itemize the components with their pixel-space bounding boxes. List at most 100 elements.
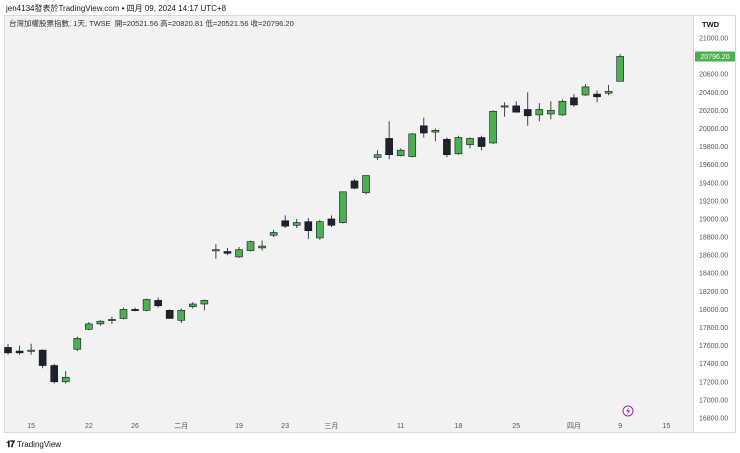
last-price-badge: [695, 51, 735, 62]
candle-up: [73, 338, 82, 350]
x-tick-label: 18: [455, 423, 463, 430]
candle-down: [38, 349, 47, 366]
candle-down: [512, 105, 521, 113]
currency-label[interactable]: TWD: [702, 20, 720, 29]
symbol-legend: 台灣加權股票指數, 1天, TWSE 開=20521.56 高=20820.81…: [9, 18, 294, 29]
x-tick-label: 22: [85, 423, 93, 430]
y-tick-label: 19000.00: [699, 216, 728, 223]
x-tick-label: 26: [131, 423, 139, 430]
y-tick-label: 21000.00: [699, 36, 728, 43]
candle-up: [61, 376, 70, 383]
price-axis[interactable]: [694, 15, 736, 433]
candle-up: [96, 320, 105, 325]
candle-up: [489, 110, 497, 144]
y-tick-label: 17600.00: [699, 343, 728, 350]
candle-up: [269, 232, 278, 236]
candle-up: [246, 241, 255, 251]
y-tick-label: 17200.00: [699, 379, 728, 386]
candle-up: [547, 110, 555, 115]
candle-up: [119, 309, 128, 319]
x-tick-label: 25: [512, 423, 520, 430]
x-tick-label: 9: [618, 423, 622, 430]
candle-up: [316, 221, 324, 239]
candle-up: [616, 56, 624, 82]
candle-down: [50, 365, 59, 383]
y-tick-label: 16800.00: [699, 416, 728, 423]
x-tick-label: 11: [397, 423, 404, 430]
x-tick-label: 三月: [324, 422, 338, 430]
candle-down: [154, 300, 162, 307]
x-tick-label: 23: [281, 423, 289, 430]
candle-down: [15, 350, 24, 354]
candle-up: [500, 105, 509, 108]
candle-up: [189, 303, 197, 308]
candle-up: [581, 86, 590, 96]
y-tick-label: 19200.00: [699, 198, 728, 205]
candle-down: [223, 251, 232, 254]
candle-up: [558, 101, 567, 116]
candle-down: [304, 221, 313, 232]
candle-up: [258, 245, 266, 249]
candle-down: [131, 309, 139, 311]
y-tick-label: 17400.00: [699, 361, 728, 368]
symbol-name: 台灣加權股票指數, 1天, TWSE: [9, 19, 111, 28]
candle-up: [466, 138, 474, 146]
candle-down: [350, 180, 359, 189]
candle-up: [85, 323, 93, 330]
brand-text: TradingView: [17, 440, 62, 449]
y-tick-label: 18000.00: [699, 307, 728, 314]
y-tick-label: 19400.00: [699, 180, 728, 187]
candle-up: [373, 154, 382, 158]
y-tick-label: 18200.00: [699, 289, 728, 296]
x-tick-label: 四月: [567, 422, 581, 430]
candle-down: [570, 97, 578, 106]
candle-up: [177, 310, 186, 321]
candle-up: [142, 299, 151, 311]
y-tick-label: 18400.00: [699, 271, 728, 278]
y-tick-label: 20200.00: [699, 108, 728, 115]
candle-up: [108, 319, 116, 321]
lightning-icon-glyph: [626, 407, 631, 415]
candle-down: [477, 137, 486, 147]
x-tick-label: 19: [235, 423, 243, 430]
candle-down: [523, 109, 532, 117]
candle-down: [327, 218, 336, 226]
candle-up: [200, 300, 209, 305]
candle-up: [362, 175, 370, 194]
candle-up: [339, 191, 347, 223]
candle-up: [292, 222, 301, 226]
candle-up: [235, 249, 243, 258]
y-tick-label: 18600.00: [699, 253, 728, 260]
candle-up: [408, 133, 417, 157]
x-tick-label: 二月: [174, 422, 188, 430]
y-tick-label: 20400.00: [699, 90, 728, 97]
x-tick-label: 15: [27, 423, 35, 430]
y-tick-label: 20600.00: [699, 72, 728, 79]
candle-up: [454, 137, 463, 155]
candle-up: [212, 249, 220, 252]
candle-down: [419, 125, 428, 134]
tradingview-logo-icon: 𝟏𝟕: [6, 439, 15, 449]
chart-pane[interactable]: [4, 15, 694, 433]
y-tick-label: 20000.00: [699, 126, 728, 133]
candle-down: [385, 138, 393, 156]
last-price-label: 20796.20: [700, 54, 729, 61]
y-tick-label: 18800.00: [699, 235, 728, 242]
ohlc-values: 開=20521.56 高=20820.81 低=20521.56 收=20796…: [114, 19, 294, 28]
y-tick-label: 17000.00: [699, 397, 728, 404]
y-tick-label: 19600.00: [699, 162, 728, 169]
y-tick-label: 19800.00: [699, 144, 728, 151]
candle-down: [593, 93, 601, 98]
candle-up: [604, 91, 613, 94]
candle-down: [4, 347, 12, 354]
candle-down: [165, 310, 174, 319]
x-tick-label: 15: [662, 423, 670, 430]
candle-down: [281, 220, 290, 227]
candle-up: [396, 149, 405, 156]
candle-up: [535, 109, 544, 116]
candle-up: [27, 349, 35, 352]
y-tick-label: 17800.00: [699, 325, 728, 332]
candle-up: [431, 129, 440, 133]
footer-brand: 𝟏𝟕 TradingView: [6, 439, 61, 450]
